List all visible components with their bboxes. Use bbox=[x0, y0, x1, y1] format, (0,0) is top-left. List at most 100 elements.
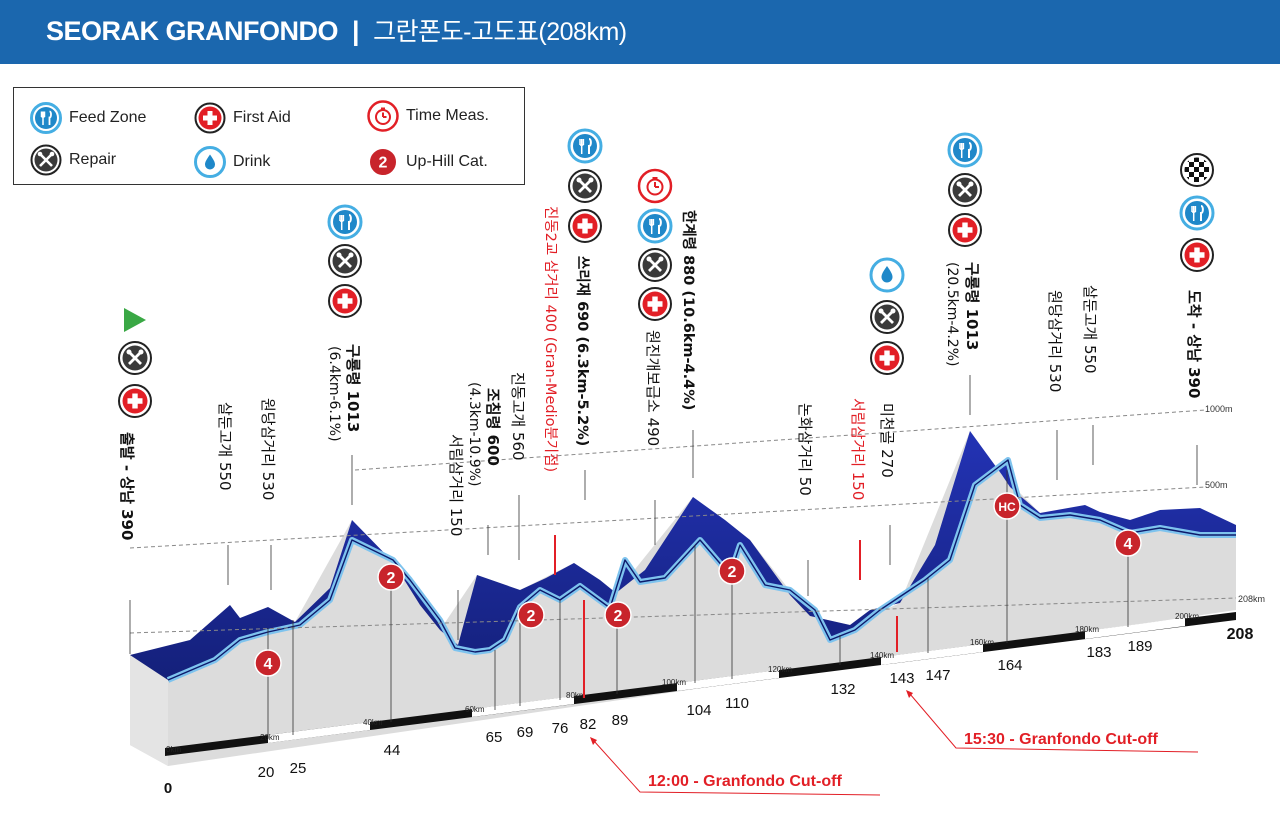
page-title: SEORAK GRANFONDO | 그란폰도-고도표(208km) bbox=[46, 12, 627, 48]
km-marker: 164 bbox=[997, 657, 1022, 674]
ruler-tick-label: 140km bbox=[870, 651, 894, 660]
legend-drink: Drink bbox=[194, 146, 270, 178]
km-marker: 44 bbox=[384, 742, 401, 759]
waypoint-label: 논화삼거리 50 bbox=[796, 403, 814, 496]
ruler-tick-label: 0km bbox=[166, 745, 181, 754]
feed-zone-icon bbox=[327, 204, 363, 240]
feed-zone-icon bbox=[1179, 195, 1215, 231]
climb-badge: 2 bbox=[377, 563, 405, 591]
waypoint-label: 살둔고개 550 bbox=[216, 402, 234, 491]
waypoint-cutoff: 서림삼거리 150 bbox=[849, 398, 867, 500]
drink-icon bbox=[194, 146, 226, 178]
climb-badge: 4 bbox=[254, 649, 282, 677]
km-marker: 76 bbox=[552, 720, 569, 737]
finish-flag-icon bbox=[1181, 154, 1213, 186]
svg-text:2: 2 bbox=[527, 608, 536, 625]
svg-text:12:00 - Granfondo Cut-off: 12:00 - Granfondo Cut-off bbox=[648, 773, 842, 790]
waypoint-climb-detail: (20.5km-4.2%) bbox=[944, 262, 960, 366]
feed-zone-icon bbox=[947, 132, 983, 168]
time-measure-icon bbox=[367, 100, 399, 132]
svg-text:2: 2 bbox=[614, 608, 623, 625]
waypoint-climb: 한계령 880 (10.6km-4.4%) bbox=[680, 210, 697, 410]
km-marker: 110 bbox=[725, 695, 749, 712]
km-marker: 0 bbox=[164, 780, 172, 797]
km-marker: 143 bbox=[889, 670, 914, 687]
ruler-tick-label: 20km bbox=[260, 733, 280, 742]
svg-text:2: 2 bbox=[387, 570, 396, 587]
ruler-tick-label: 60km bbox=[465, 705, 485, 714]
first-aid-icon bbox=[638, 287, 672, 321]
waypoint-label: 원당삼거리 530 bbox=[259, 398, 277, 500]
km-marker: 183 bbox=[1086, 644, 1111, 661]
waypoint-climb: 조침령 600 bbox=[484, 388, 502, 466]
waypoint-split: 진동2교 삼거리 400 (Gran-Medio분기점) bbox=[542, 206, 559, 472]
climb-badge: 2 bbox=[718, 557, 746, 585]
km-ruler bbox=[165, 612, 1236, 756]
km-marker: 104 bbox=[686, 702, 711, 719]
km-marker: 189 bbox=[1127, 638, 1152, 655]
feed-zone-icon bbox=[567, 128, 603, 164]
feed-zone-icon bbox=[637, 208, 673, 244]
first-aid-icon bbox=[948, 213, 982, 247]
repair-icon bbox=[869, 299, 905, 335]
waypoint-label: 진동고개 560 bbox=[509, 372, 527, 461]
page-subtitle: 그란폰도-고도표(208km) bbox=[373, 18, 627, 46]
start-flag-icon bbox=[124, 308, 146, 332]
first-aid-icon bbox=[194, 102, 226, 134]
km-marker: 65 bbox=[486, 729, 503, 746]
time-measure-icon bbox=[637, 168, 673, 204]
first-aid-icon bbox=[568, 209, 602, 243]
first-aid-icon bbox=[328, 284, 362, 318]
svg-text:4: 4 bbox=[264, 656, 273, 673]
km-marker: 69 bbox=[517, 724, 534, 741]
waypoint-climb: 쓰리재 690 (6.3km-5.2%) bbox=[574, 256, 591, 446]
drink-icon bbox=[869, 257, 905, 293]
elevation-profile-chart: 1000m 500m 208km 0km 20km 40km 60km 80km… bbox=[117, 128, 1265, 797]
legend-feed-zone: Feed Zone bbox=[30, 102, 146, 134]
ruler-tick-label: 180km bbox=[1075, 625, 1099, 634]
waypoint-label: 미천골 270 bbox=[878, 403, 896, 478]
repair-icon bbox=[947, 172, 983, 208]
legend-box: Feed Zone First Aid Time Meas. Repair Dr… bbox=[13, 87, 525, 185]
waypoint-label: 원진개보급소 490 bbox=[644, 330, 662, 446]
feed-zone-icon bbox=[30, 102, 62, 134]
ruler-tick-label: 80km bbox=[566, 691, 586, 700]
terrain-base bbox=[130, 431, 1236, 766]
km-marker: 208 bbox=[1227, 626, 1254, 643]
terrain-front-face bbox=[130, 655, 168, 766]
guide-base bbox=[129, 597, 1237, 634]
legend-label: Drink bbox=[233, 153, 271, 170]
km-marker: 20 bbox=[258, 764, 275, 781]
legend-first-aid: First Aid bbox=[194, 102, 291, 134]
waypoint-climb-detail: (6.4km-6.1%) bbox=[326, 346, 342, 442]
climb-badge: HC bbox=[993, 492, 1021, 520]
svg-text:15:30 - Granfondo Cut-off: 15:30 - Granfondo Cut-off bbox=[964, 731, 1158, 748]
repair-icon bbox=[327, 243, 363, 279]
waypoint-start: 출발 - 상남 390 bbox=[118, 432, 136, 540]
repair-icon bbox=[567, 168, 603, 204]
legend-repair: Repair bbox=[30, 144, 116, 176]
svg-text:HC: HC bbox=[998, 500, 1016, 514]
waypoint-climb-detail: (4.3km-10.9%) bbox=[466, 382, 482, 486]
first-aid-icon bbox=[118, 384, 152, 418]
km-marker: 25 bbox=[290, 760, 307, 777]
waypoint-climb: 구룡령 1013 bbox=[963, 262, 981, 350]
climb-badge: 2 bbox=[604, 601, 632, 629]
ruler-tick-label: 160km bbox=[970, 638, 994, 647]
svg-text:2: 2 bbox=[728, 564, 737, 581]
waypoint-label: 살둔고개 550 bbox=[1081, 285, 1099, 374]
ruler-tick-label: 120km bbox=[768, 665, 792, 674]
repair-icon bbox=[117, 340, 153, 376]
guide-500m bbox=[129, 486, 1206, 549]
first-aid-icon bbox=[870, 341, 904, 375]
legend-label: Time Meas. bbox=[406, 107, 489, 124]
km-marker: 132 bbox=[830, 681, 855, 698]
svg-text:4: 4 bbox=[1124, 536, 1133, 553]
climb-badge: 2 bbox=[517, 601, 545, 629]
legend-uphill-category: 2 Up-Hill Cat. bbox=[367, 146, 488, 178]
guide-label-1000m: 1000m bbox=[1205, 404, 1233, 414]
km-marker: 147 bbox=[925, 667, 950, 684]
ruler-tick-label: 100km bbox=[662, 678, 686, 687]
header-bar: SEORAK GRANFONDO | 그란폰도-고도표(208km) bbox=[0, 0, 1280, 64]
legend-label: Repair bbox=[69, 151, 117, 168]
